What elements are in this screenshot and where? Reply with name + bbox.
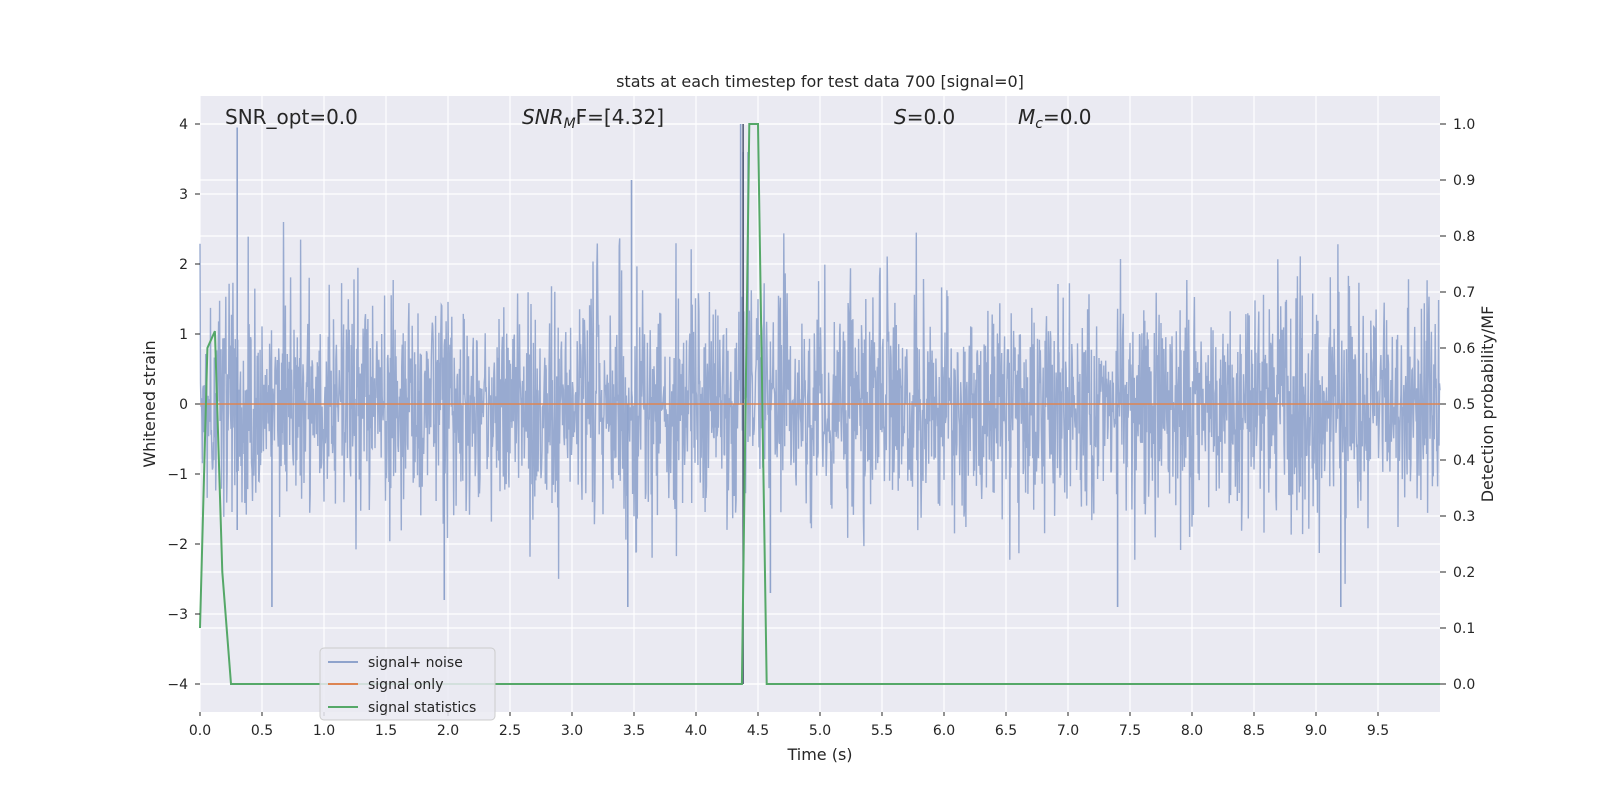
- s-symbol: S: [894, 105, 907, 129]
- annotation-mc: Mc=0.0: [1018, 105, 1092, 132]
- x-tick-label-1: 0.5: [251, 723, 273, 739]
- x-tick-label-16: 8.0: [1181, 723, 1203, 739]
- y-tick-label-1: 3: [179, 187, 188, 203]
- noise-trace: [199, 221, 1441, 584]
- snr-mf-subscript: M: [564, 116, 576, 132]
- y2-tick-label-6: 0.4: [1453, 453, 1475, 469]
- x-tick-label-10: 5.0: [809, 723, 831, 739]
- y2-tick-label-3: 0.7: [1453, 285, 1475, 301]
- x-tick-label-11: 5.5: [871, 723, 893, 739]
- x-tick-label-14: 7.0: [1057, 723, 1079, 739]
- y2-tick-label-0: 1.0: [1453, 117, 1475, 133]
- y2-ticks: 1.0 0.9 0.8 0.7 0.6 0.5 0.4 0.3 0.2 0.1 0.0: [1440, 117, 1475, 693]
- legend-label-signal: signal only: [368, 677, 443, 693]
- snr-mf-value: F=[4.32]: [576, 105, 664, 129]
- legend-label-noise: signal+ noise: [368, 655, 463, 671]
- x-tick-label-7: 3.5: [623, 723, 645, 739]
- x-tick-label-12: 6.0: [933, 723, 955, 739]
- annotation-snr-opt: SNR_opt=0.0: [225, 105, 358, 129]
- y2-tick-label-1: 0.9: [1453, 173, 1475, 189]
- legend-box: [319, 647, 496, 721]
- mc-symbol: M: [1018, 105, 1035, 129]
- y-tick-label-2: 2: [179, 257, 188, 273]
- x-tick-label-6: 3.0: [561, 723, 583, 739]
- x-tick-label-8: 4.0: [685, 723, 707, 739]
- y-tick-label-8: −4: [167, 677, 188, 693]
- x-tick-label-17: 8.5: [1243, 723, 1265, 739]
- y2-tick-label-2: 0.8: [1453, 229, 1475, 245]
- y-axis-label: Whitened strain: [140, 340, 159, 467]
- annotation-s: S=0.0: [894, 105, 955, 129]
- y-tick-label-3: 1: [179, 327, 188, 343]
- y2-tick-label-8: 0.2: [1453, 565, 1475, 581]
- x-tick-label-4: 2.0: [437, 723, 459, 739]
- y-tick-label-6: −2: [167, 537, 188, 553]
- x-ticks: 0.0 0.5 1.0 1.5 2.0 2.5 3.0 3.5 4.0 4.5 5.0 5.5 6.0 6…: [189, 712, 1389, 739]
- y-tick-label-4: 0: [179, 397, 188, 413]
- x-tick-label-13: 6.5: [995, 723, 1017, 739]
- x-tick-label-5: 2.5: [499, 723, 521, 739]
- x-tick-label-15: 7.5: [1119, 723, 1141, 739]
- chart-title: stats at each timestep for test data 700…: [616, 72, 1024, 91]
- y2-tick-label-4: 0.6: [1453, 341, 1475, 357]
- y2-tick-label-7: 0.3: [1453, 509, 1475, 525]
- y-ticks: 4 3 2 1 0 −1 −2 −3 −4: [167, 117, 200, 693]
- y2-tick-label-10: 0.0: [1453, 677, 1475, 693]
- signal-statistics-series: [199, 123, 1440, 685]
- snr-mf-symbol: SNR: [522, 105, 564, 129]
- x-tick-label-0: 0.0: [189, 723, 211, 739]
- annotation-snr-mf: SNRMF=[4.32]: [522, 105, 664, 132]
- x-axis-label: Time (s): [786, 745, 852, 764]
- y-tick-label-0: 4: [179, 117, 188, 133]
- y2-tick-label-9: 0.1: [1453, 621, 1475, 637]
- x-tick-label-3: 1.5: [375, 723, 397, 739]
- mc-subscript: c: [1035, 116, 1043, 132]
- s-value: =0.0: [907, 105, 956, 129]
- x-tick-label-9: 4.5: [747, 723, 769, 739]
- mc-value: =0.0: [1043, 105, 1092, 129]
- x-tick-label-2: 1.0: [313, 723, 335, 739]
- legend-label-stats: signal statistics: [368, 700, 476, 716]
- x-tick-label-18: 9.0: [1305, 723, 1327, 739]
- y-tick-label-5: −1: [167, 467, 188, 483]
- y2-axis-label: Detection probability/MF: [1478, 306, 1497, 503]
- signal-statistics-line: [199, 123, 1440, 685]
- y2-tick-label-5: 0.5: [1453, 397, 1475, 413]
- legend: signal+ noise signal only signal statist…: [319, 647, 496, 721]
- x-tick-label-19: 9.5: [1367, 723, 1389, 739]
- y-tick-label-7: −3: [167, 607, 188, 623]
